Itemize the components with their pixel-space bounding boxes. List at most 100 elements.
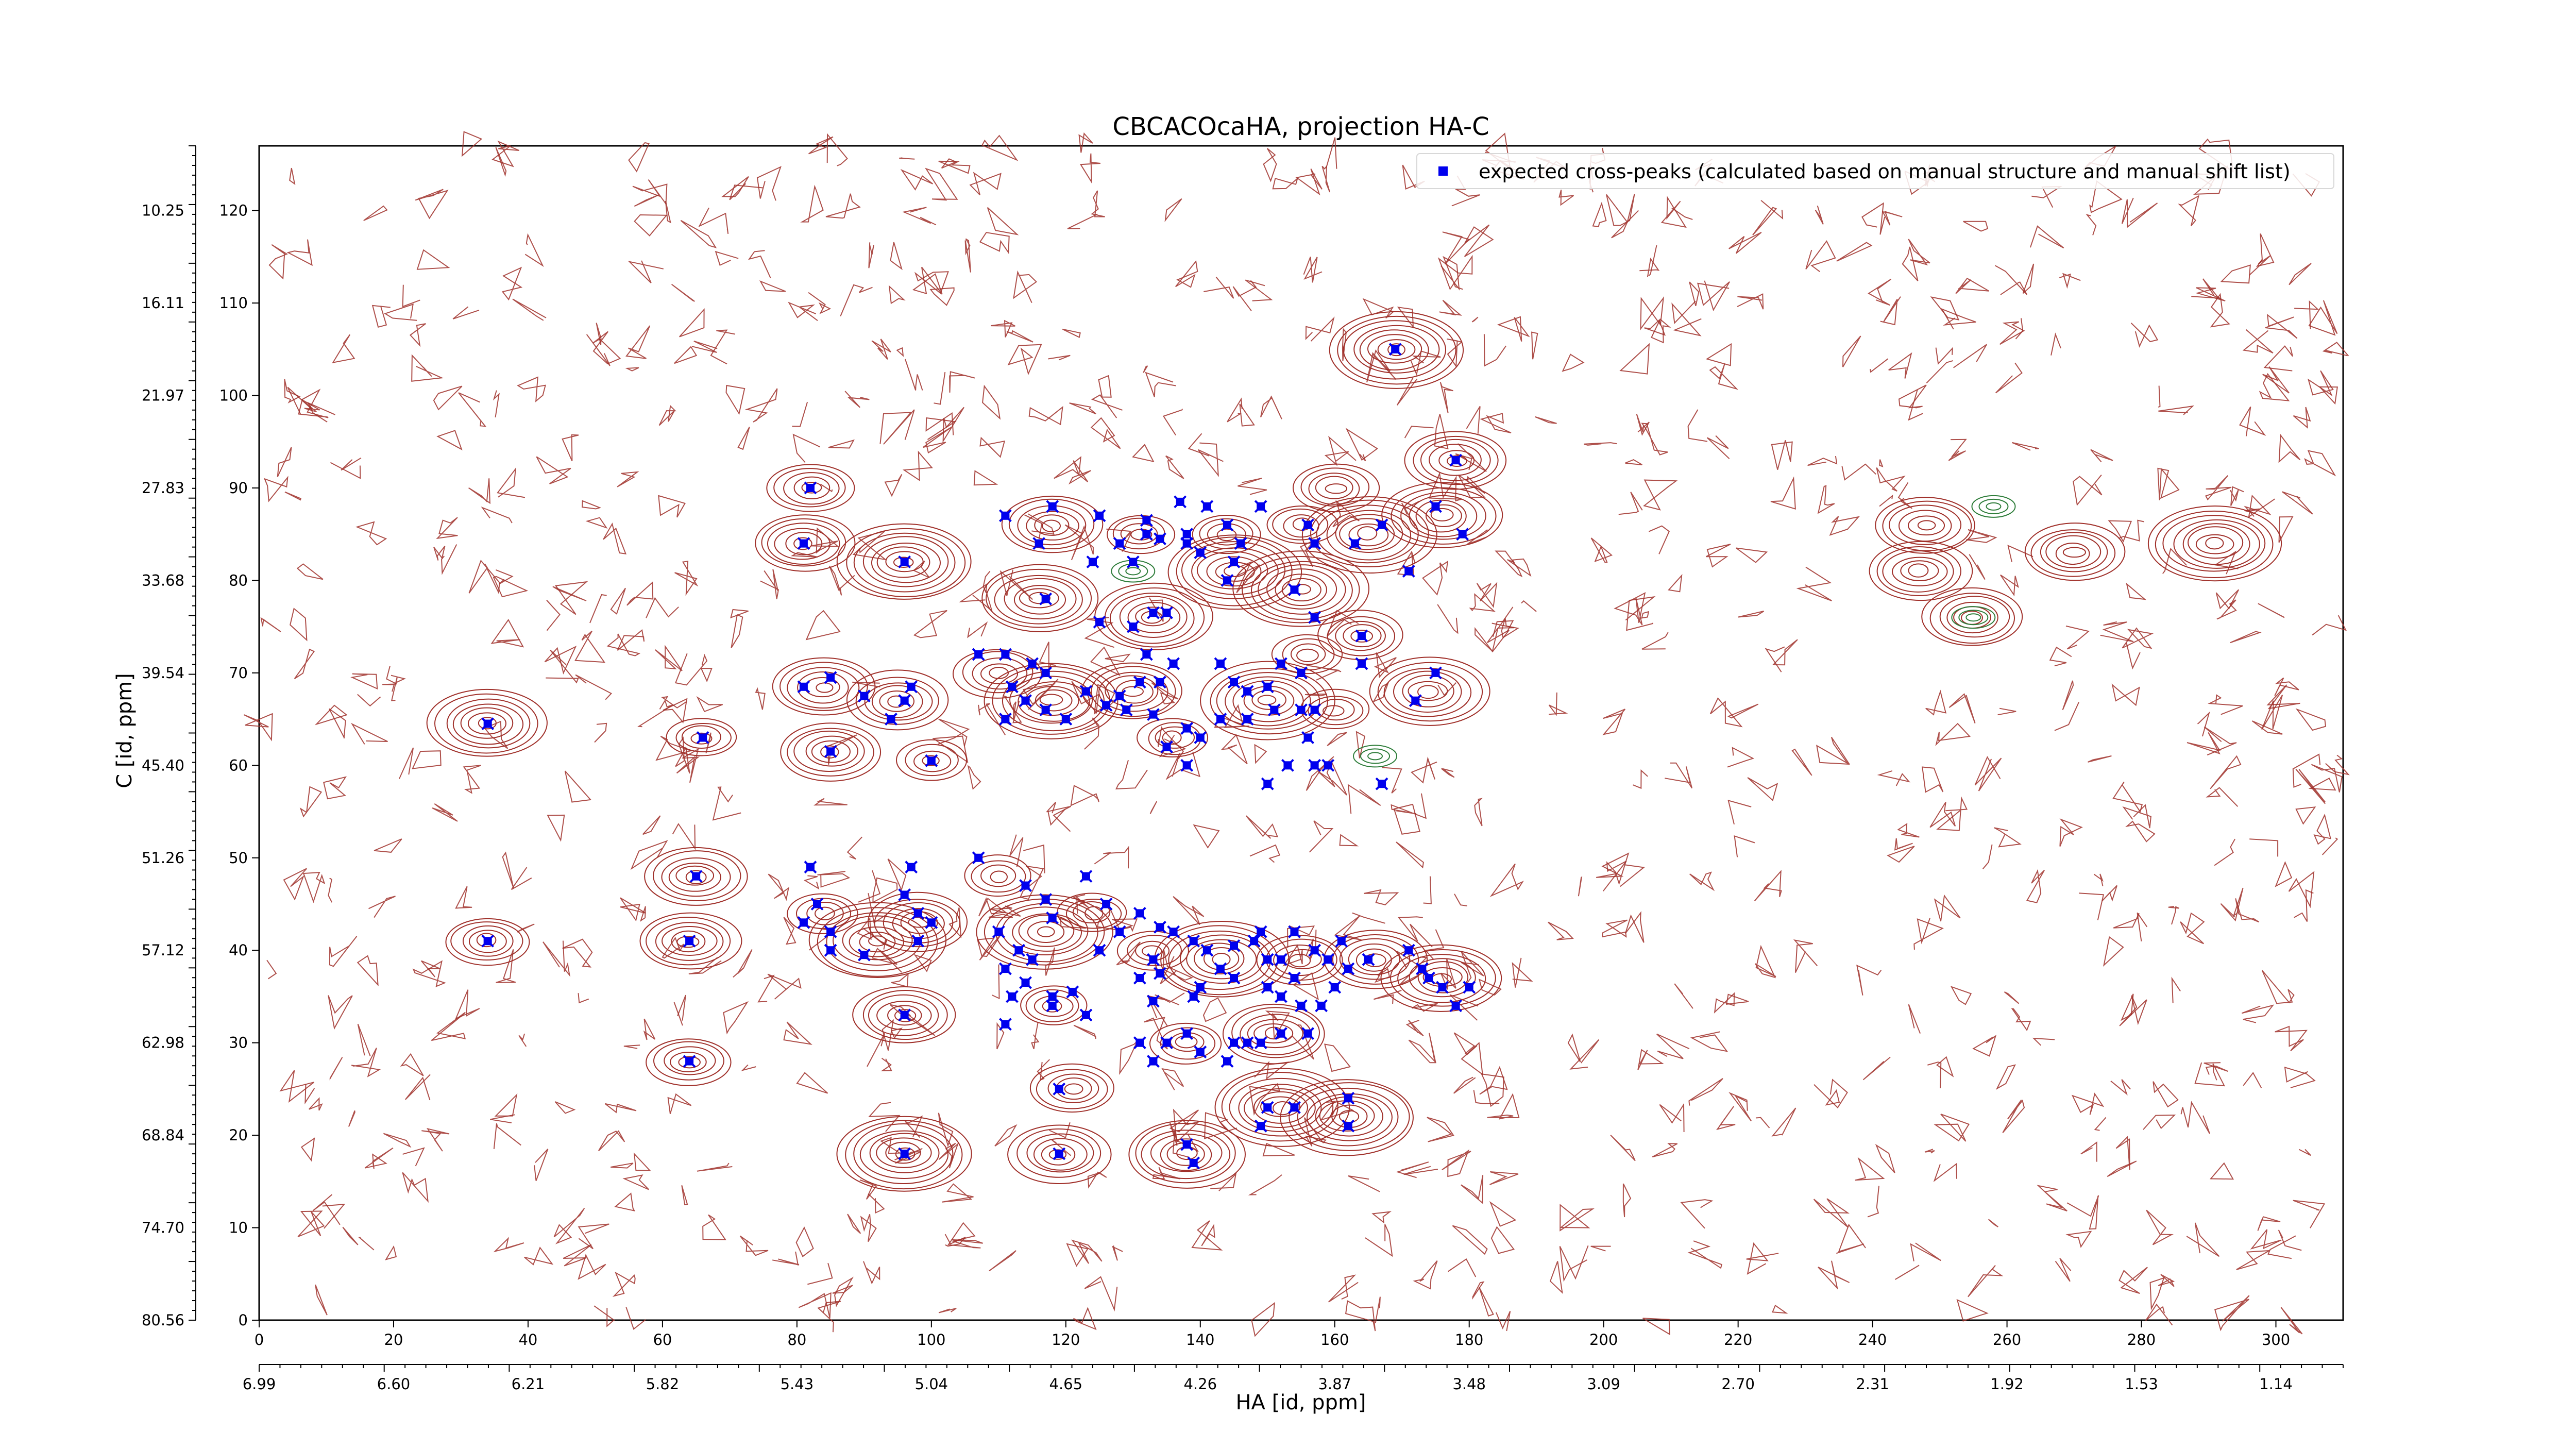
noise-contour	[859, 1179, 877, 1200]
cross-peak-marker	[998, 648, 1012, 661]
noise-contour	[1441, 768, 1455, 778]
cross-peak-marker	[1308, 611, 1321, 624]
noise-contour	[899, 157, 915, 160]
noise-contour	[2050, 332, 2061, 356]
noise-contour	[455, 886, 472, 909]
peak-contour	[2062, 547, 2087, 558]
noise-contour	[2054, 702, 2080, 731]
noise-contour	[989, 1250, 1016, 1272]
noise-contour	[977, 933, 1003, 961]
peak-contour	[675, 723, 732, 752]
noise-contour	[756, 166, 782, 201]
cross-peak-marker	[1099, 699, 1113, 712]
noise-contour	[563, 1244, 592, 1267]
noise-contour	[332, 334, 355, 364]
cross-peak-marker	[1214, 713, 1227, 726]
cross-peak-marker	[1241, 713, 1254, 726]
noise-contour	[421, 1127, 450, 1152]
noise-contour	[1495, 550, 1523, 578]
cross-peak-marker	[824, 925, 837, 938]
y-ppm-tick-label: 62.98	[142, 1034, 184, 1052]
peak-contour	[445, 918, 530, 966]
peak-contour	[1007, 1124, 1112, 1185]
peak-contour	[876, 546, 930, 578]
noise-contour	[982, 570, 991, 593]
noise-contour	[663, 698, 688, 723]
noise-contour	[863, 1261, 880, 1285]
peak-contour	[1225, 676, 1311, 727]
noise-contour	[2180, 912, 2205, 945]
cross-peak-marker	[1362, 953, 1375, 966]
noise-contour	[1303, 256, 1323, 283]
noise-contour	[268, 244, 289, 280]
cross-peak-marker	[1039, 893, 1053, 906]
noise-contour	[2186, 1222, 2220, 1257]
noise-contour	[979, 232, 1010, 255]
cross-peak-marker	[911, 907, 925, 920]
noise-contour	[495, 147, 507, 177]
noise-contour	[665, 200, 671, 224]
peak-contour	[1413, 435, 1499, 485]
peak-contour	[1042, 519, 1061, 532]
noise-contour	[1841, 463, 1876, 481]
noise-contour	[2312, 615, 2347, 636]
peak-contour	[1875, 497, 1975, 554]
noise-contour	[1935, 347, 1953, 365]
cross-peak-marker	[1415, 962, 1429, 975]
noise-contour	[606, 633, 641, 656]
noise-contour	[741, 1064, 756, 1071]
noise-contour	[562, 938, 593, 968]
noise-contour	[1306, 665, 1342, 681]
noise-contour	[2171, 976, 2181, 1003]
noise-contour	[715, 250, 739, 266]
noise-contour	[1590, 537, 1613, 563]
noise-contour	[658, 405, 676, 426]
cross-peak-marker	[1019, 879, 1032, 892]
cross-peak-marker	[905, 680, 918, 694]
noise-contour	[655, 645, 683, 671]
noise-contour	[1727, 703, 1759, 719]
peak-contour	[1297, 1087, 1399, 1147]
noise-contour	[1489, 1171, 1519, 1185]
peak-contour	[1292, 463, 1380, 513]
cross-peak-marker	[1402, 943, 1415, 957]
cross-peak-marker	[1140, 528, 1153, 541]
peak-contour	[1429, 444, 1482, 476]
noise-contour	[1145, 372, 1176, 397]
cross-peak-marker	[1321, 759, 1335, 772]
cross-peak-marker	[1402, 565, 1415, 578]
noise-contour	[384, 304, 417, 321]
peak-contour	[816, 682, 834, 693]
peak-contour	[895, 1147, 916, 1161]
peak-contour	[1194, 942, 1245, 974]
peak-contour	[1155, 726, 1195, 749]
noise-contour	[1453, 1076, 1476, 1094]
noise-contour	[888, 285, 906, 305]
cross-peak-marker	[1147, 995, 1160, 1008]
cross-peak-marker	[1180, 1027, 1194, 1040]
noise-contour	[1175, 260, 1198, 288]
noise-contour	[1596, 852, 1630, 885]
noise-contour	[501, 266, 523, 301]
noise-contour	[1398, 916, 1433, 948]
noise-contour	[1404, 426, 1434, 439]
noise-contour	[1994, 827, 2022, 848]
cross-peak-marker	[797, 680, 810, 694]
peak-contour	[1150, 1133, 1223, 1172]
noise-contour	[949, 371, 975, 393]
peak-contour	[795, 898, 852, 930]
noise-contour	[871, 339, 891, 360]
peak-contour	[1289, 1082, 1410, 1151]
noise-contour	[1013, 270, 1038, 304]
peak-contour	[681, 725, 721, 749]
noise-contour	[578, 993, 589, 1004]
noise-contour	[2112, 781, 2143, 813]
cross-peak-marker	[1133, 971, 1146, 985]
negative-contour	[1360, 748, 1391, 764]
cross-peak-marker	[972, 648, 985, 661]
peak-contour	[1343, 320, 1447, 380]
noise-contour	[1474, 798, 1483, 827]
noise-contour	[729, 183, 763, 200]
cross-peak-marker	[898, 888, 911, 901]
cross-peak-marker	[998, 962, 1012, 975]
